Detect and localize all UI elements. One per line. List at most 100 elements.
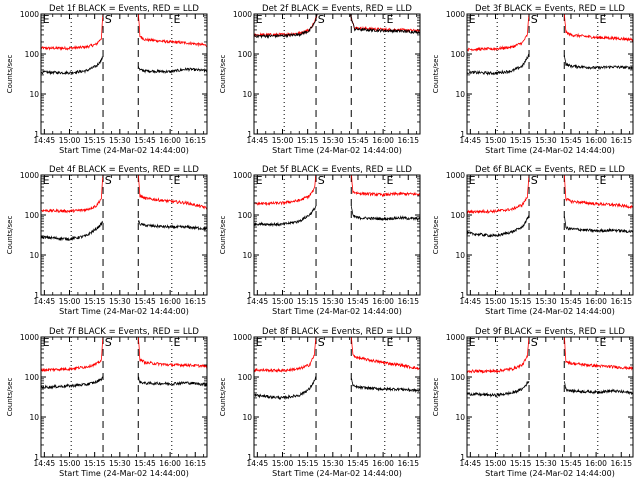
series-line — [467, 175, 633, 215]
panel-title: Det 8f BLACK = Events, RED = LLD — [262, 327, 412, 337]
event-marker: S — [318, 336, 325, 349]
event-marker: E — [256, 174, 263, 187]
x-tick-label: 14:45 — [34, 459, 56, 468]
x-axis-label: Start Time (24-Mar-02 14:44:00) — [485, 469, 615, 478]
y-tick-label: 100 — [25, 373, 40, 382]
y-axis-label: Counts/sec — [6, 55, 14, 94]
x-axis-label: Start Time (24-Mar-02 14:44:00) — [485, 146, 615, 155]
x-tick-label: 15:45 — [134, 136, 156, 145]
x-tick-label: 14:45 — [247, 297, 269, 306]
event-marker: E — [43, 336, 50, 349]
y-tick-label: 1000 — [446, 10, 465, 19]
x-tick-label: 15:00 — [59, 459, 81, 468]
event-marker: E — [599, 13, 606, 26]
y-tick-label: 100 — [238, 50, 253, 59]
event-marker: E — [469, 13, 476, 26]
x-tick-label: 15:15 — [297, 136, 319, 145]
x-tick-label: 15:30 — [109, 459, 131, 468]
series-line — [254, 205, 420, 228]
event-marker: E — [43, 13, 50, 26]
panel-7: Det 7f BLACK = Events, RED = LLD Counts/s… — [6, 327, 208, 478]
y-tick-label: 100 — [25, 50, 40, 59]
x-tick-label: 14:45 — [34, 136, 56, 145]
y-tick-label: 1000 — [233, 171, 252, 180]
event-marker: E — [173, 13, 180, 26]
panel-title: Det 6f BLACK = Events, RED = LLD — [475, 165, 625, 175]
y-tick-label: 100 — [451, 50, 466, 59]
series-line — [41, 219, 207, 242]
event-marker: E — [173, 174, 180, 187]
x-tick-label: 15:00 — [272, 297, 294, 306]
x-tick-label: 15:45 — [347, 136, 369, 145]
event-marker: S — [105, 174, 112, 187]
x-tick-label: 15:15 — [510, 297, 532, 306]
y-tick-label: 10 — [29, 90, 39, 99]
y-axis-label: Counts/sec — [6, 216, 14, 255]
x-tick-label: 14:45 — [460, 297, 482, 306]
x-tick-label: 14:45 — [247, 136, 269, 145]
x-tick-label: 15:45 — [347, 297, 369, 306]
panel-1: Det 1f BLACK = Events, RED = LLD Counts/s… — [6, 4, 208, 155]
x-tick-label: 16:00 — [585, 459, 607, 468]
panel-4: Det 4f BLACK = Events, RED = LLD Counts/s… — [6, 165, 208, 316]
panel-9: Det 9f BLACK = Events, RED = LLD Counts/s… — [432, 327, 634, 478]
x-tick-label: 16:00 — [372, 297, 394, 306]
x-tick-label: 16:15 — [397, 136, 419, 145]
y-tick-label: 10 — [242, 90, 252, 99]
y-axis-label: Counts/sec — [219, 378, 227, 417]
y-tick-label: 1 — [247, 130, 252, 139]
event-marker: S — [318, 174, 325, 187]
panel-title: Det 4f BLACK = Events, RED = LLD — [49, 165, 199, 175]
panel-3: Det 3f BLACK = Events, RED = LLD Counts/s… — [432, 4, 634, 155]
x-tick-label: 14:45 — [460, 136, 482, 145]
y-tick-label: 10 — [455, 251, 465, 260]
panel-title: Det 7f BLACK = Events, RED = LLD — [49, 327, 199, 337]
panel-5: Det 5f BLACK = Events, RED = LLD Counts/s… — [219, 165, 421, 316]
y-tick-label: 10 — [455, 413, 465, 422]
x-axis-label: Start Time (24-Mar-02 14:44:00) — [59, 469, 189, 478]
y-tick-label: 1 — [34, 291, 39, 300]
y-tick-label: 1 — [34, 453, 39, 462]
y-tick-label: 1 — [247, 453, 252, 462]
x-tick-label: 16:15 — [610, 297, 632, 306]
x-tick-label: 15:00 — [59, 297, 81, 306]
event-marker: E — [386, 174, 393, 187]
event-marker: E — [43, 174, 50, 187]
x-tick-label: 16:15 — [610, 459, 632, 468]
series-line — [467, 53, 633, 76]
y-tick-label: 1000 — [20, 333, 39, 342]
event-marker: E — [599, 336, 606, 349]
panel-title: Det 5f BLACK = Events, RED = LLD — [262, 165, 412, 175]
x-tick-label: 15:45 — [134, 297, 156, 306]
y-tick-label: 100 — [238, 211, 253, 220]
y-axis-label: Counts/sec — [432, 55, 440, 94]
series-line — [254, 337, 420, 373]
series-line — [41, 337, 207, 373]
series-line — [254, 175, 420, 207]
plot-frame — [466, 336, 634, 458]
plot-frame — [466, 13, 634, 135]
x-tick-label: 15:00 — [272, 136, 294, 145]
series-line — [254, 376, 420, 401]
y-tick-label: 1 — [247, 291, 252, 300]
y-axis-label: Counts/sec — [432, 378, 440, 417]
x-axis-label: Start Time (24-Mar-02 14:44:00) — [59, 307, 189, 316]
event-marker: E — [469, 336, 476, 349]
x-tick-label: 16:15 — [397, 459, 419, 468]
y-tick-label: 100 — [238, 373, 253, 382]
event-marker: E — [386, 336, 393, 349]
y-tick-label: 10 — [29, 413, 39, 422]
x-tick-label: 14:45 — [34, 297, 56, 306]
y-axis-label: Counts/sec — [432, 216, 440, 255]
x-tick-label: 15:00 — [485, 297, 507, 306]
series-line — [41, 56, 207, 76]
x-tick-label: 16:00 — [372, 136, 394, 145]
x-tick-label: 15:15 — [84, 136, 106, 145]
x-tick-label: 15:30 — [535, 297, 557, 306]
x-tick-label: 15:45 — [134, 459, 156, 468]
event-marker: S — [318, 13, 325, 26]
series-line — [254, 14, 420, 39]
y-tick-label: 10 — [455, 90, 465, 99]
y-tick-label: 1 — [460, 130, 465, 139]
